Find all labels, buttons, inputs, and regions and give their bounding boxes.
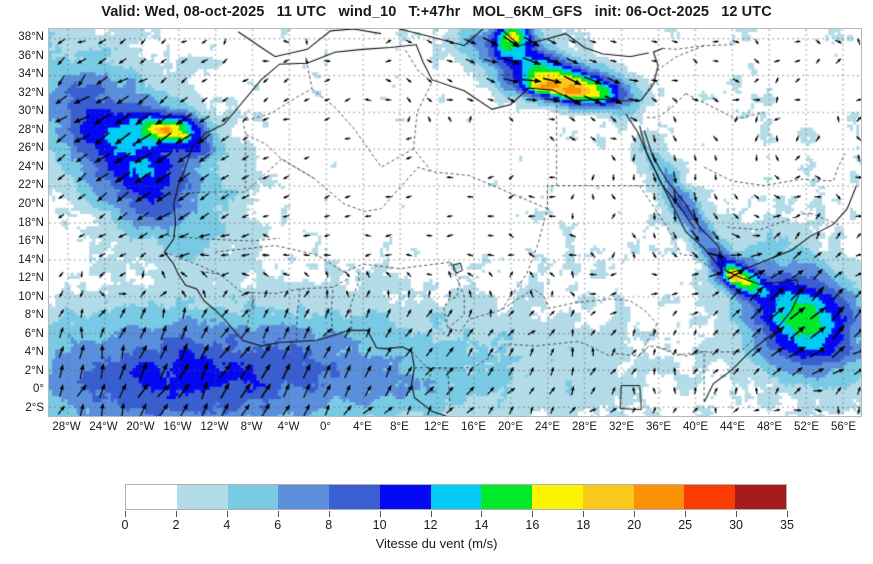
colorbar-segment <box>532 485 583 509</box>
y-axis-tick-label: 38°N <box>18 31 44 44</box>
colorbar-segment <box>633 485 685 509</box>
x-axis-tick-label: 24°E <box>534 421 561 433</box>
y-axis-tick-label: 8°N <box>24 309 44 322</box>
x-axis-tick-label: 16°E <box>460 421 487 433</box>
colorbar-tick-label: 10 <box>372 518 387 532</box>
colorbar-tick <box>328 511 330 517</box>
colorbar-tick-label: 30 <box>729 518 744 532</box>
x-axis-tick-label: 16°W <box>163 421 192 433</box>
y-axis-tick-label: 20°N <box>18 197 44 210</box>
wind-speed-map[interactable] <box>48 28 862 417</box>
colorbar-tick-label: 35 <box>780 518 794 532</box>
x-axis-tick-label: 32°E <box>608 421 635 433</box>
colorbar-tick-label: 8 <box>325 518 333 532</box>
title-valid-label: Valid: Wed, 08-oct-2025 <box>101 4 265 20</box>
y-axis-tick-label: 4°N <box>24 346 44 359</box>
x-axis-tick-label: 12°W <box>200 421 229 433</box>
x-axis-tick-label: 4°E <box>353 421 372 433</box>
x-axis-tick-label: 24°W <box>89 421 118 433</box>
y-axis-tick-label: 12°N <box>18 272 44 285</box>
colorbar-title: Vitesse du vent (m/s) <box>375 536 498 551</box>
title-lead-time: T:+47hr <box>408 4 461 20</box>
x-axis-tick-label: 0° <box>320 421 331 433</box>
colorbar-segment <box>684 485 736 509</box>
colorbar-container: Vitesse du vent (m/s) 0 2 4 6 8 10 12 14 16 18 20 2… <box>0 484 873 564</box>
colorbar-segment <box>126 485 177 509</box>
y-axis-tick-label: 6°N <box>24 327 44 340</box>
y-axis-tick-label: 30°N <box>18 105 44 118</box>
colorbar-tick-label: 0 <box>121 518 129 532</box>
title-valid-time: 11 UTC <box>276 4 327 20</box>
y-axis-tick-label: 36°N <box>18 49 44 62</box>
y-axis-tick-label: 10°N <box>18 290 44 303</box>
colorbar-tick <box>634 511 636 517</box>
x-axis-tick-label: 48°E <box>756 421 783 433</box>
colorbar-tick-label: 2 <box>172 518 180 532</box>
page-title: Valid: Wed, 08-oct-2025 11 UTC wind_10 T… <box>0 4 873 20</box>
colorbar-tick-label: 4 <box>223 518 231 532</box>
colorbar-segment <box>430 485 482 509</box>
x-axis-tick-label: 56°E <box>830 421 857 433</box>
colorbar-segment <box>176 485 228 509</box>
colorbar-tick-label: 25 <box>678 518 693 532</box>
y-axis-tick-label: 16°N <box>18 235 44 248</box>
x-axis-tick-label: 20°E <box>497 421 524 433</box>
x-axis-tick-label: 36°E <box>645 421 672 433</box>
x-axis-tick-label: 52°E <box>793 421 820 433</box>
y-axis-tick-label: 24°N <box>18 160 44 173</box>
x-axis-tick-label: 40°E <box>682 421 709 433</box>
colorbar-segment <box>582 485 634 509</box>
colorbar-tick-label: 14 <box>474 518 489 532</box>
colorbar-tick-label: 6 <box>274 518 282 532</box>
colorbar-tick-label: 16 <box>525 518 540 532</box>
x-axis-tick-label: 4°W <box>277 421 300 433</box>
colorbar-segment <box>735 485 786 509</box>
x-axis-tick-label: 20°W <box>126 421 155 433</box>
y-axis-tick-label: 2°N <box>24 364 44 377</box>
colorbar-tick <box>125 511 126 517</box>
y-axis-tick-label: 22°N <box>18 179 44 192</box>
colorbar[interactable] <box>125 484 787 510</box>
colorbar-segment <box>278 485 330 509</box>
y-axis-tick-label: 18°N <box>18 216 44 229</box>
colorbar-tick <box>226 511 228 517</box>
colorbar-segment <box>481 485 533 509</box>
y-axis-tick-label: 32°N <box>18 86 44 99</box>
colorbar-tick <box>175 511 177 517</box>
colorbar-tick <box>481 511 483 517</box>
title-init-label: init: 06-Oct-2025 <box>594 4 710 20</box>
colorbar-tick <box>430 511 432 517</box>
x-axis-tick-label: 8°W <box>240 421 263 433</box>
colorbar-tick <box>532 511 534 517</box>
x-axis-tick-label: 28°E <box>571 421 598 433</box>
y-axis-tick-label: 34°N <box>18 68 44 81</box>
title-init-time: 12 UTC <box>721 4 772 20</box>
x-axis-tick-label: 8°E <box>390 421 409 433</box>
colorbar-tick <box>736 511 738 517</box>
x-axis-tick-label: 12°E <box>423 421 450 433</box>
colorbar-segment <box>227 485 279 509</box>
x-axis-tick-label: 44°E <box>719 421 746 433</box>
x-axis-tick-label: 28°W <box>52 421 81 433</box>
y-axis-tick-label: 28°N <box>18 123 44 136</box>
colorbar-segment <box>379 485 431 509</box>
colorbar-tick <box>787 511 788 517</box>
title-model: MOL_6KM_GFS <box>472 4 583 20</box>
colorbar-tick <box>379 511 381 517</box>
colorbar-segment <box>329 485 380 509</box>
colorbar-tick-label: 20 <box>627 518 642 532</box>
title-variable: wind_10 <box>338 4 397 20</box>
colorbar-tick-label: 18 <box>576 518 591 532</box>
y-axis-tick-label: 2°S <box>25 401 44 414</box>
colorbar-tick <box>685 511 687 517</box>
wind-field-canvas <box>49 29 861 416</box>
y-axis-tick-label: 14°N <box>18 253 44 266</box>
colorbar-tick <box>583 511 585 517</box>
colorbar-tick-label: 12 <box>423 518 438 532</box>
colorbar-tick <box>277 511 279 517</box>
y-axis-tick-label: 0° <box>33 383 44 396</box>
y-axis-tick-label: 26°N <box>18 142 44 155</box>
